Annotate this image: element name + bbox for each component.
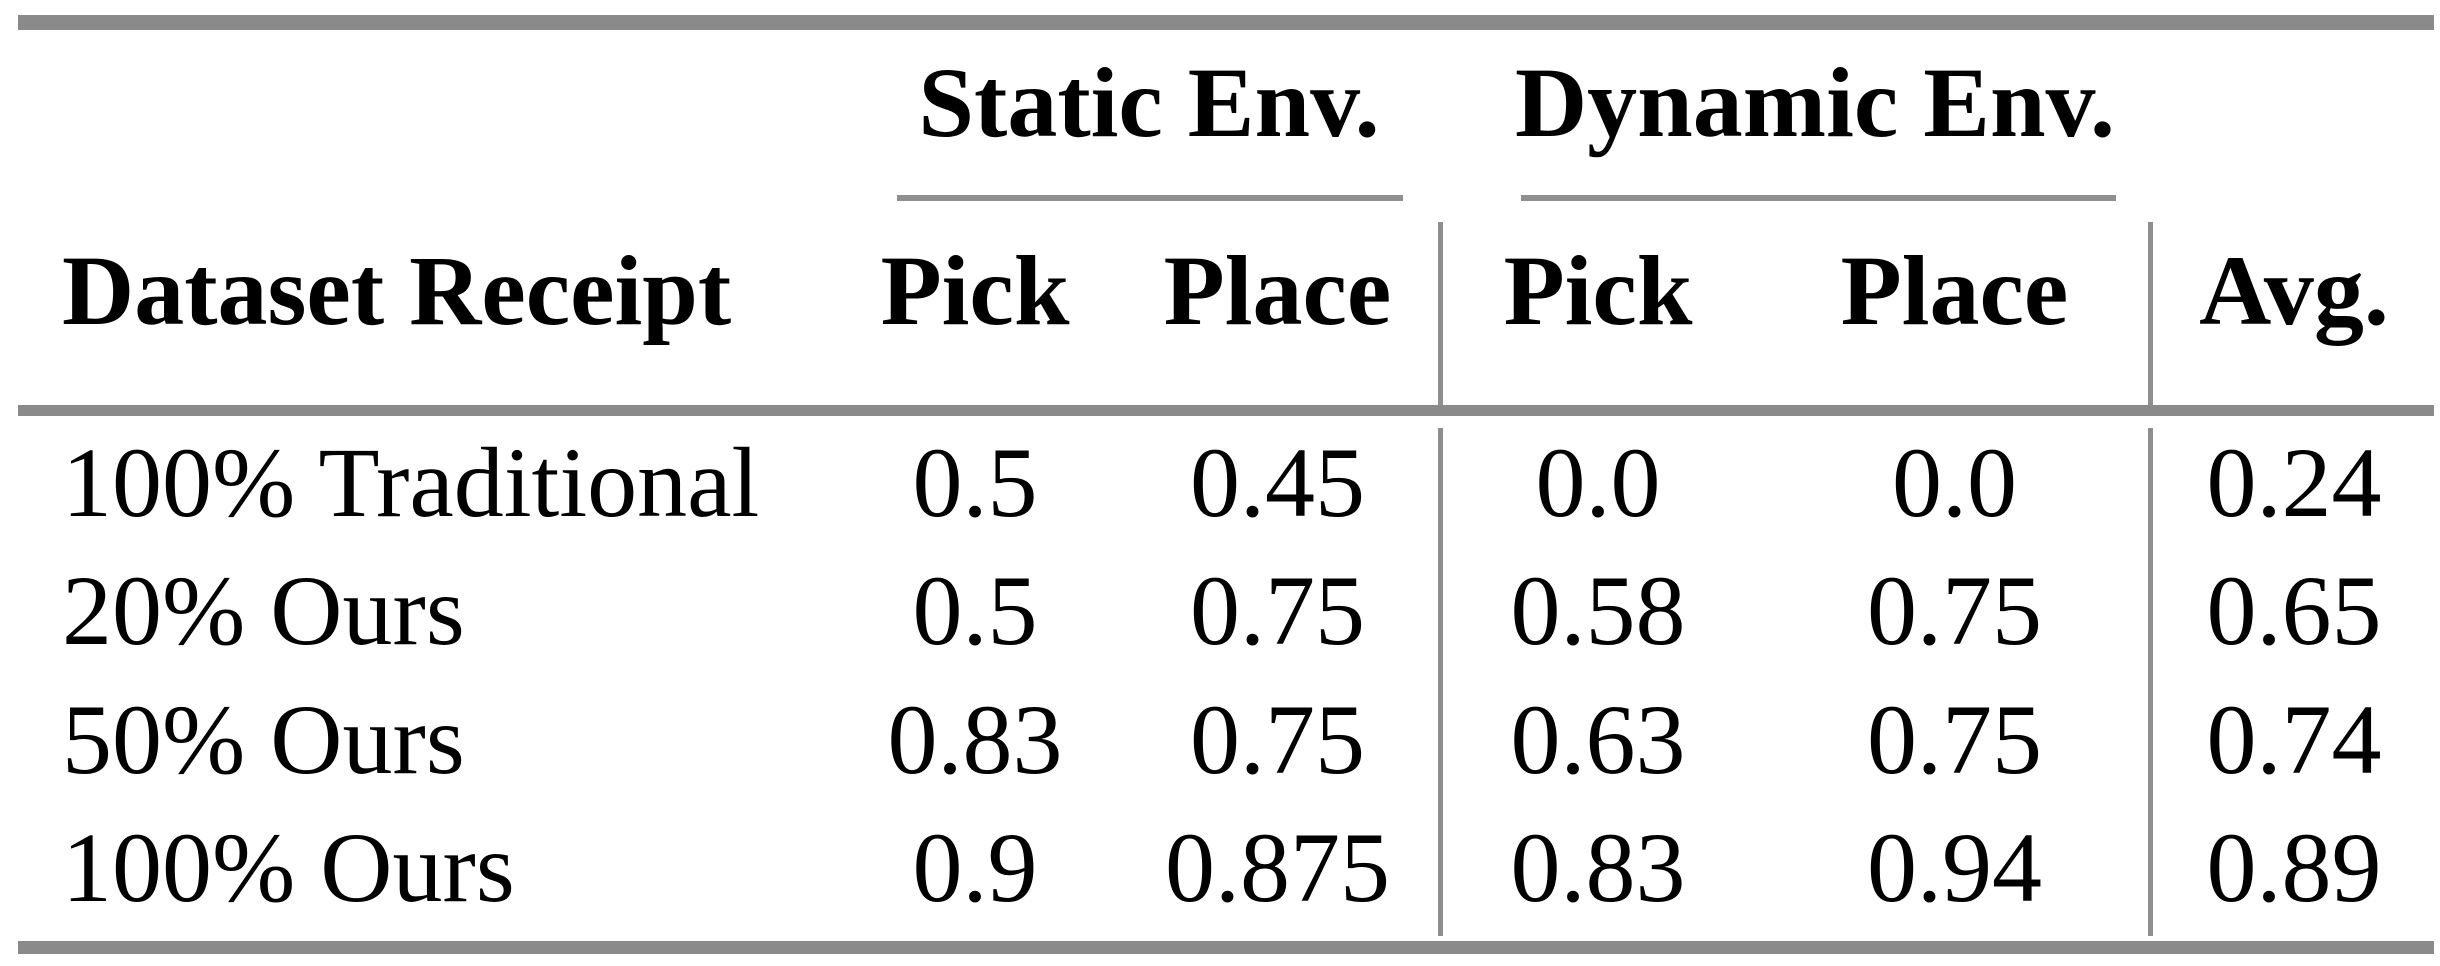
header-avg: Avg. [2199, 235, 2389, 346]
cell-dynamic-pick: 0.0 [1535, 427, 1661, 538]
vertical-separator-static-dynamic-header [1438, 222, 1443, 405]
cell-dynamic-pick: 0.83 [1510, 812, 1686, 923]
cell-dynamic-pick: 0.63 [1510, 684, 1686, 795]
cell-static-place: 0.75 [1190, 684, 1365, 795]
cell-static-place: 0.45 [1190, 427, 1365, 538]
cell-dynamic-place: 0.75 [1867, 684, 2042, 795]
cell-avg: 0.24 [2206, 427, 2382, 538]
row-label: 100% Traditional [62, 427, 760, 538]
table-bottom-rule [18, 941, 2434, 954]
cmidrule-dynamic-env [1521, 195, 2116, 201]
vertical-separator-avg-body [2148, 428, 2153, 936]
cell-static-place: 0.875 [1165, 812, 1390, 923]
row-label: 50% Ours [62, 684, 465, 795]
cmidrule-static-env [897, 195, 1403, 201]
header-dataset-receipt: Dataset Receipt [62, 235, 732, 346]
cell-dynamic-place: 0.0 [1892, 427, 2017, 538]
row-label: 100% Ours [62, 812, 515, 923]
row-label: 20% Ours [62, 555, 465, 666]
cell-avg: 0.89 [2206, 812, 2382, 923]
table-top-rule [18, 15, 2434, 30]
cell-avg: 0.74 [2206, 684, 2382, 795]
cell-dynamic-pick: 0.58 [1510, 555, 1686, 666]
vertical-separator-avg-header [2148, 222, 2153, 405]
cell-avg: 0.65 [2206, 555, 2382, 666]
header-dynamic-pick: Pick [1503, 235, 1693, 346]
colgroup-static-env-label: Static Env. [918, 47, 1380, 158]
vertical-separator-static-dynamic-body [1438, 428, 1443, 936]
cell-static-pick: 0.9 [912, 812, 1038, 923]
header-static-place: Place [1163, 235, 1392, 346]
header-static-pick: Pick [880, 235, 1070, 346]
header-dynamic-place: Place [1840, 235, 2069, 346]
cell-static-pick: 0.83 [887, 684, 1063, 795]
cell-static-pick: 0.5 [912, 427, 1038, 538]
cell-static-pick: 0.5 [912, 555, 1038, 666]
cell-dynamic-place: 0.94 [1867, 812, 2042, 923]
cell-dynamic-place: 0.75 [1867, 555, 2042, 666]
cell-static-place: 0.75 [1190, 555, 1365, 666]
colgroup-dynamic-env-label: Dynamic Env. [1514, 47, 2116, 158]
table-header-rule [18, 405, 2434, 416]
